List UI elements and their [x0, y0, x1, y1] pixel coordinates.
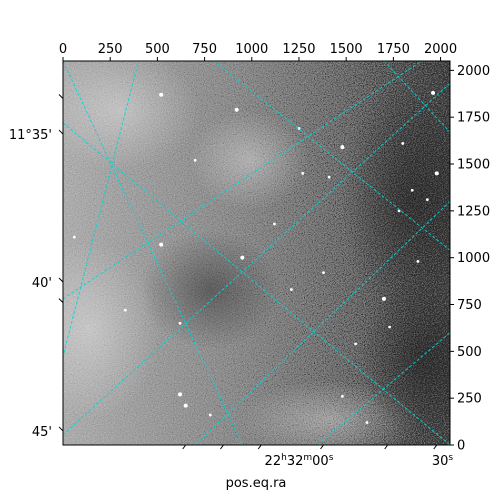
star-25	[410, 188, 414, 192]
x-pixel-tick-label: 0	[59, 42, 67, 57]
y-pixel-tick-label: 0	[457, 439, 465, 454]
coordinate-grid	[63, 61, 450, 445]
dec-tick-label: 40'	[32, 276, 52, 291]
pixel-x-axis-top: 0 250 500 750 1000 1250 1500 1750 2000	[59, 42, 457, 61]
star-2	[401, 142, 405, 145]
x-pixel-tick-label: 750	[192, 42, 217, 57]
ra-tick-label: 30s​	[432, 453, 454, 469]
star-22	[193, 158, 197, 162]
star-28	[290, 288, 293, 291]
dec-tick-label: 11°35'	[9, 128, 52, 143]
dec-tick	[58, 94, 64, 99]
star-1	[297, 127, 301, 130]
star-10	[123, 308, 127, 312]
x-pixel-tick-label: 250	[98, 42, 123, 57]
star-27	[234, 107, 239, 112]
star-5	[72, 235, 76, 239]
ra-tick-label: 22h​32m​00s​	[265, 453, 334, 469]
stars	[72, 90, 439, 424]
y-pixel-tick-label: 250	[457, 392, 482, 407]
y-pixel-tick-label: 1750	[457, 111, 490, 126]
grid-line-8	[383, 61, 450, 133]
star-13	[388, 325, 391, 329]
star-4	[425, 198, 429, 202]
star-12	[381, 296, 386, 301]
grid-line-6	[63, 61, 422, 300]
star-24	[431, 90, 436, 95]
ra-tick	[320, 444, 324, 450]
star-29	[273, 222, 276, 226]
star-6	[159, 242, 164, 247]
grid-line-3	[317, 332, 450, 445]
plot-frame	[62, 60, 451, 446]
y-pixel-tick-label: 500	[457, 345, 482, 360]
star-20	[301, 171, 305, 175]
y-pixel-tick-label: 1000	[457, 251, 490, 266]
ra-tick	[433, 444, 438, 450]
ra-axis-bottom: 22h​32m​00s​ 30s​	[182, 444, 454, 469]
star-26	[327, 175, 331, 179]
pixel-y-axis-right: 0 250 500 750 1000 1250 1500 1750 2000	[450, 64, 490, 454]
y-pixel-tick-label: 2000	[457, 64, 490, 79]
star-18	[178, 392, 183, 397]
star-16	[208, 413, 212, 417]
dec-tick	[58, 129, 64, 135]
grid-line-7	[213, 61, 450, 251]
dec-tick	[58, 426, 64, 432]
x-pixel-tick-label: 2000	[424, 42, 457, 57]
grid-line-4	[63, 61, 243, 445]
grid-line-2	[194, 201, 450, 445]
star-0	[159, 92, 164, 97]
y-pixel-tick-label: 1250	[457, 204, 490, 219]
x-pixel-tick-label: 1000	[235, 42, 268, 57]
star-15	[183, 403, 188, 408]
ra-tick	[220, 444, 224, 450]
star-19	[365, 421, 369, 424]
star-11	[178, 321, 182, 325]
grid-line-5	[63, 122, 450, 445]
star-3	[340, 145, 345, 150]
dec-axis-left: 11°35' 40' 45'	[9, 94, 64, 440]
star-8	[416, 260, 420, 263]
ra-tick	[257, 444, 262, 450]
ra-tick	[384, 444, 389, 450]
star-14	[354, 342, 358, 346]
dec-tick	[58, 298, 64, 303]
sky-image	[63, 61, 450, 445]
dec-tick-label: 45'	[32, 425, 52, 440]
y-pixel-tick-label: 750	[457, 298, 482, 313]
grid-line-0	[63, 61, 139, 359]
star-21	[434, 171, 439, 176]
dec-tick	[58, 277, 64, 283]
x-pixel-tick-label: 1750	[377, 42, 410, 57]
x-axis-label: pos.eq.ra	[226, 476, 287, 491]
x-pixel-tick-label: 1250	[282, 42, 315, 57]
star-9	[240, 255, 245, 260]
star-23	[397, 209, 401, 213]
star-7	[322, 271, 325, 275]
x-pixel-tick-label: 1500	[330, 42, 363, 57]
y-pixel-tick-label: 1500	[457, 158, 490, 173]
ra-tick	[182, 444, 187, 450]
x-pixel-tick-label: 500	[145, 42, 170, 57]
star-17	[340, 394, 344, 398]
